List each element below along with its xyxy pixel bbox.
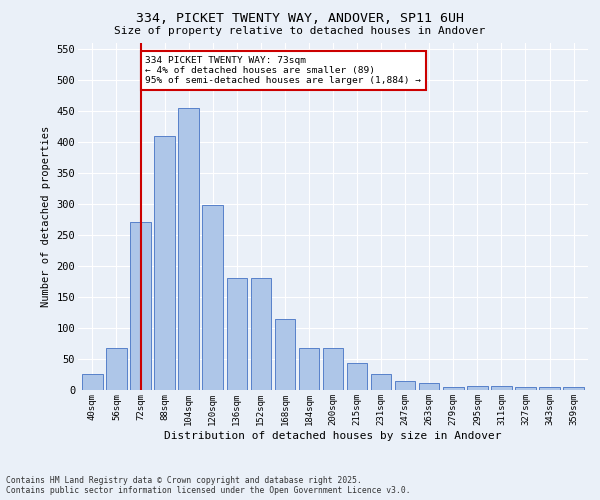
Bar	[539, 387, 560, 390]
Bar	[371, 374, 391, 390]
Bar	[467, 386, 488, 390]
Bar	[419, 383, 439, 390]
Bar	[106, 348, 127, 390]
Bar	[395, 382, 415, 390]
Text: 334 PICKET TWENTY WAY: 73sqm
← 4% of detached houses are smaller (89)
95% of sem: 334 PICKET TWENTY WAY: 73sqm ← 4% of det…	[145, 56, 421, 86]
Bar	[154, 136, 175, 390]
X-axis label: Distribution of detached houses by size in Andover: Distribution of detached houses by size …	[164, 430, 502, 440]
Bar	[275, 318, 295, 390]
Bar	[515, 387, 536, 390]
Bar	[130, 222, 151, 390]
Bar	[227, 278, 247, 390]
Y-axis label: Number of detached properties: Number of detached properties	[41, 126, 51, 307]
Text: 334, PICKET TWENTY WAY, ANDOVER, SP11 6UH: 334, PICKET TWENTY WAY, ANDOVER, SP11 6U…	[136, 12, 464, 26]
Bar	[347, 364, 367, 390]
Text: Size of property relative to detached houses in Andover: Size of property relative to detached ho…	[115, 26, 485, 36]
Text: Contains HM Land Registry data © Crown copyright and database right 2025.
Contai: Contains HM Land Registry data © Crown c…	[6, 476, 410, 495]
Bar	[563, 387, 584, 390]
Bar	[491, 386, 512, 390]
Bar	[82, 374, 103, 390]
Bar	[251, 278, 271, 390]
Bar	[202, 205, 223, 390]
Bar	[299, 348, 319, 390]
Bar	[323, 348, 343, 390]
Bar	[178, 108, 199, 390]
Bar	[443, 387, 464, 390]
